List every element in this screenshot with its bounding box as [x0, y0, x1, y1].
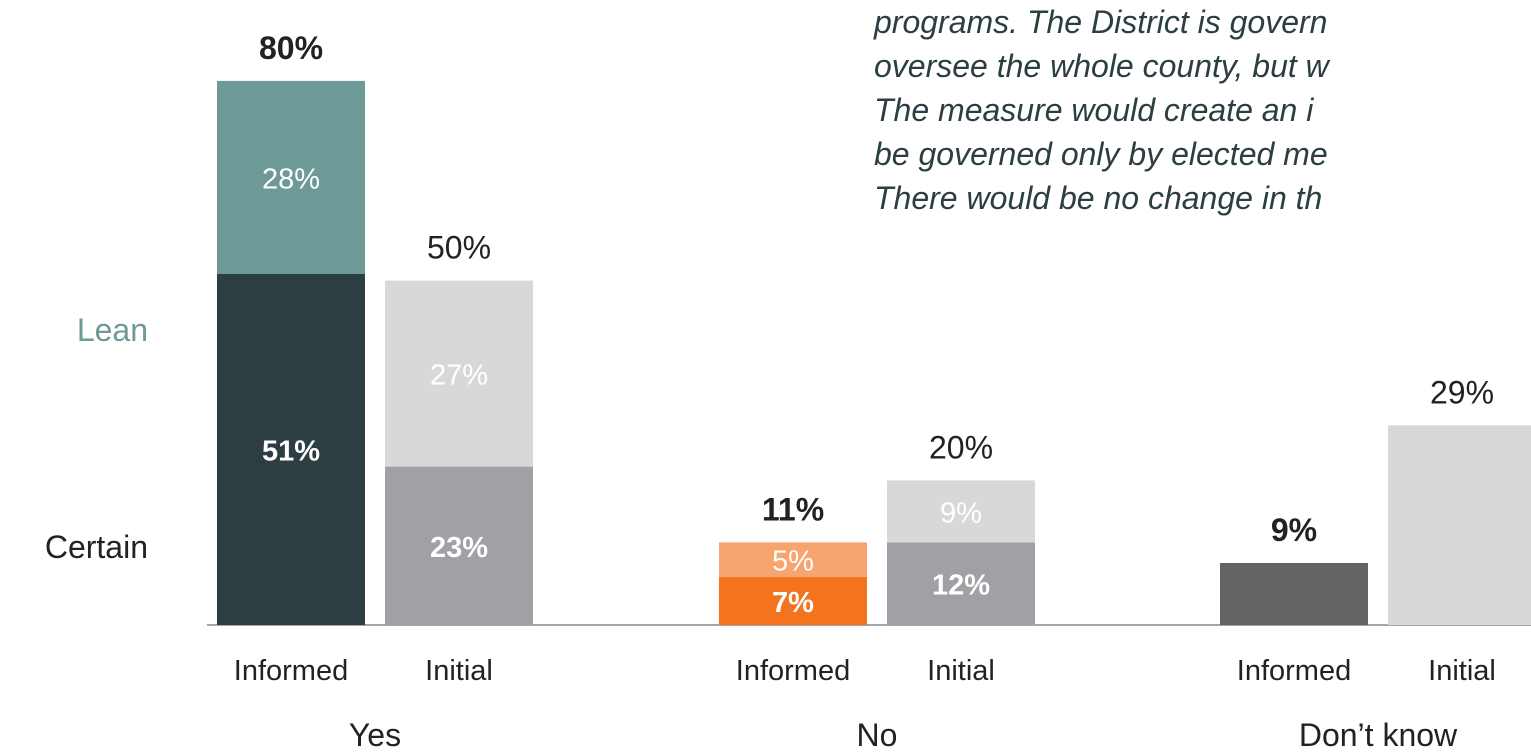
bar-segment [385, 280, 533, 467]
chart-marks: 51% 28% 80% Informed 23% 27% 50% Initial Yes 7% 5%… [217, 30, 1531, 753]
description-line: be governed only by elected me [874, 136, 1328, 172]
segment-value-label: 7% [772, 587, 814, 619]
bar-segment [217, 80, 365, 274]
description-line: programs. The District is govern [874, 4, 1328, 40]
segment-value-label: 27% [430, 360, 488, 392]
segment-value-label: 28% [262, 163, 320, 195]
bar-segment [1388, 425, 1531, 625]
bar-total-label: 20% [929, 429, 993, 465]
bar-segment [887, 480, 1035, 543]
x-tick-label: Informed [736, 655, 850, 687]
segment-value-label: 51% [262, 435, 320, 467]
segment-value-label: 9% [940, 497, 982, 529]
description-line: There would be no change in th [874, 180, 1323, 216]
bar-total-label: 11% [762, 491, 824, 527]
bar-segment [887, 542, 1035, 626]
legend-certain-label: Certain [45, 529, 148, 565]
bar-segment [719, 542, 867, 577]
group-label: Yes [349, 717, 401, 753]
description-line: oversee the whole county, but w [874, 48, 1329, 84]
bar-total-label: 29% [1430, 374, 1494, 410]
x-tick-label: Informed [1237, 655, 1351, 687]
x-tick-label: Initial [927, 655, 995, 687]
x-tick-label: Informed [234, 655, 348, 687]
x-tick-label: Initial [425, 655, 493, 687]
group-label: Don’t know [1299, 717, 1458, 753]
segment-value-label: 12% [932, 570, 990, 602]
bar-total-label: 50% [427, 230, 491, 266]
legend-lean-label: Lean [77, 312, 148, 348]
bar-segment [385, 466, 533, 625]
bar-segment [217, 273, 365, 625]
description-line: The measure would create an i [874, 92, 1314, 128]
bar-segment [719, 576, 867, 625]
segment-value-label: 23% [430, 532, 488, 564]
question-description: programs. The District is govern oversee… [874, 0, 1531, 220]
segment-value-label: 5% [772, 546, 814, 578]
x-tick-label: Initial [1428, 655, 1496, 687]
bar-total-label: 80% [259, 30, 323, 66]
group-label: No [857, 717, 898, 753]
bar-segment [1220, 563, 1368, 625]
bar-total-label: 9% [1271, 512, 1317, 548]
